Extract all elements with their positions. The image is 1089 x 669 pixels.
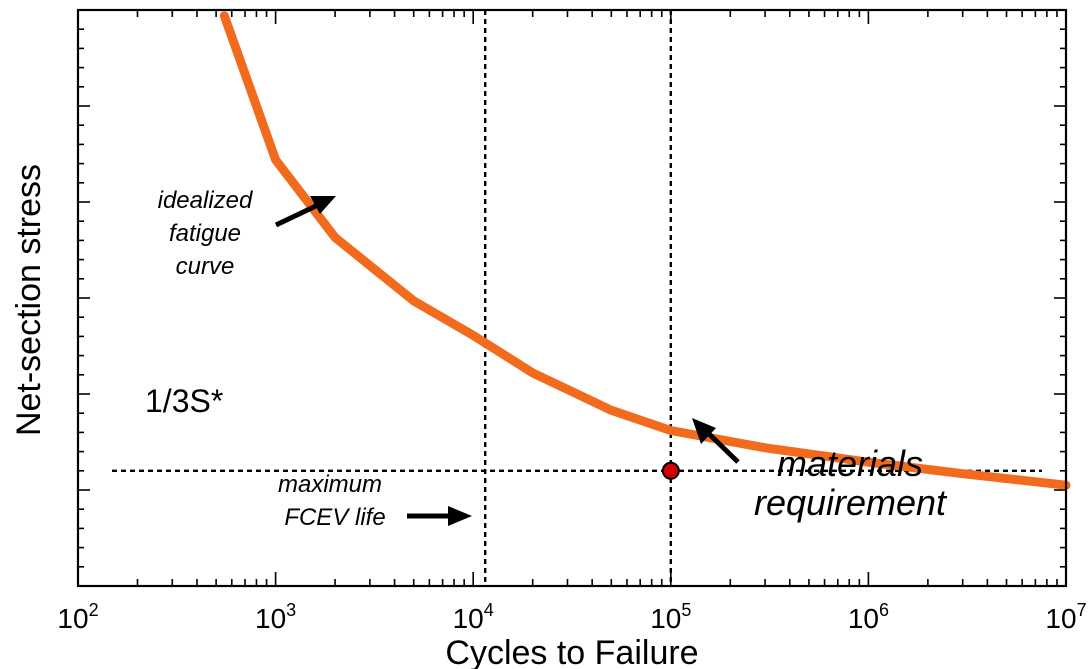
- requirement-annotation: materials requirement: [692, 418, 948, 523]
- x-tick-label: 103: [255, 600, 296, 634]
- x-axis-title: Cycles to Failure: [445, 634, 698, 669]
- curve-note-line3: curve: [176, 253, 235, 280]
- curve-annotation: idealized fatigue curve: [158, 187, 336, 280]
- x-tick-label: 102: [57, 600, 98, 634]
- requirement-arrow-head: [692, 418, 716, 444]
- life-note-line2: FCEV life: [284, 504, 385, 531]
- curve-note-line2: fatigue: [169, 220, 241, 247]
- requirement-marker: [661, 461, 680, 480]
- x-tick-label: 106: [848, 600, 889, 634]
- life-arrow-head: [448, 506, 472, 526]
- y-axis-title: Net-section stress: [10, 164, 48, 436]
- curve-note-line1: idealized: [158, 187, 253, 214]
- life-annotation: maximum FCEV life: [278, 471, 472, 531]
- requirement-arrow-shaft: [705, 430, 740, 464]
- plot-frame: [76, 8, 1068, 588]
- curve-arrow-shaft: [274, 202, 320, 228]
- x-tick-labels: 102 103 104 105 106 107: [57, 600, 1086, 634]
- x-tick-label: 107: [1045, 600, 1086, 634]
- requirement-note-line2: requirement: [754, 482, 948, 523]
- x-tick-label: 104: [453, 600, 494, 634]
- curve-arrow-head: [310, 196, 336, 214]
- stress-level-label: 1/3S*: [145, 383, 223, 419]
- requirement-note-line1: materials: [777, 443, 923, 484]
- x-tick-label: 105: [650, 600, 691, 634]
- life-note-line1: maximum: [278, 471, 382, 498]
- fatigue-curve-line: [219, 11, 1071, 490]
